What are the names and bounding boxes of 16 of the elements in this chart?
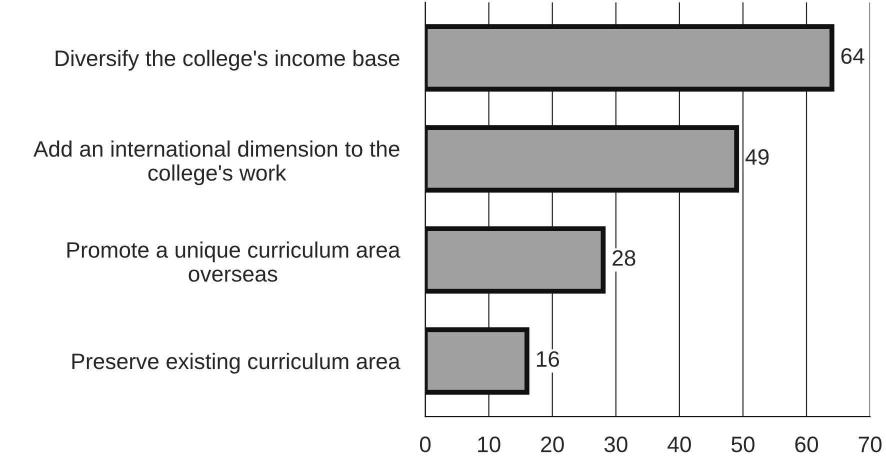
- x-tick-label: 60: [795, 436, 818, 452]
- x-tick-label: 0: [420, 436, 431, 452]
- y-tick-label: Preserve existing curriculum area: [72, 352, 400, 374]
- y-tick-label: Diversify the college's income base: [56, 50, 400, 71]
- data-label: 64: [841, 48, 864, 64]
- y-tick-label: Promote a unique curriculum area overseas: [67, 242, 400, 282]
- x-tick-label: 50: [732, 436, 754, 452]
- x-tick-label: 30: [604, 436, 628, 452]
- data-label: 16: [536, 351, 560, 367]
- x-tick-label: 20: [541, 436, 564, 452]
- y-tick-label: Add an international dimension to the college's work: [33, 140, 400, 186]
- data-label: 49: [745, 149, 769, 165]
- data-label: 28: [612, 250, 636, 266]
- x-tick-label: 10: [478, 436, 500, 452]
- x-tick-label: 40: [668, 436, 691, 452]
- x-tick-label: 70: [858, 436, 882, 452]
